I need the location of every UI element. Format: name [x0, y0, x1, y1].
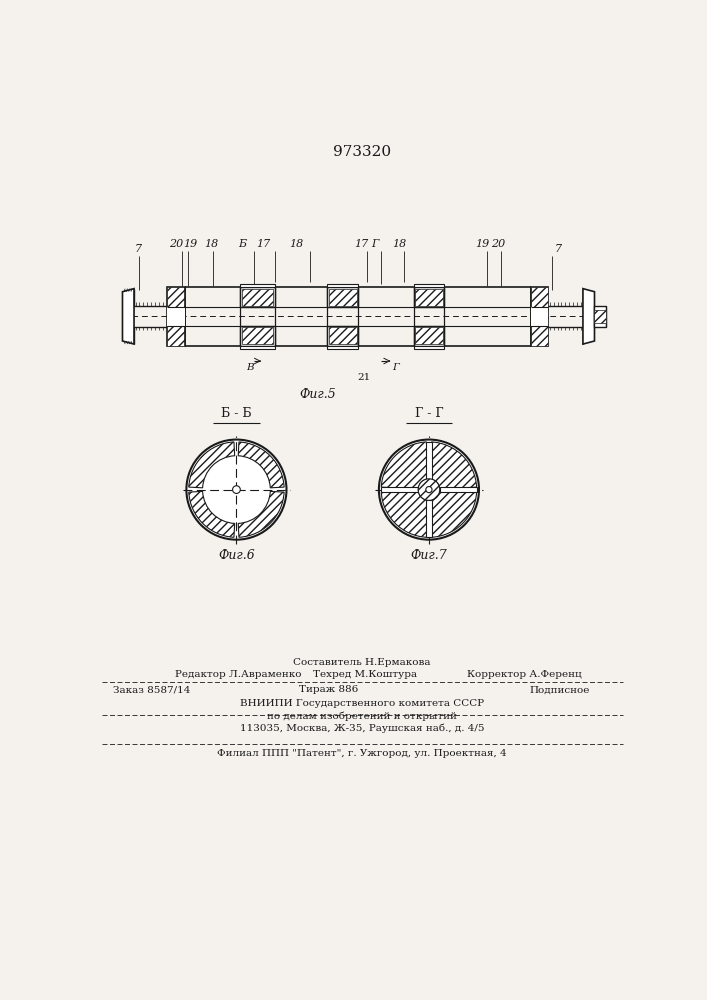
Text: Техред М.Коштура: Техред М.Коштура [313, 670, 418, 679]
Wedge shape [189, 442, 235, 488]
Bar [329, 327, 356, 344]
Wedge shape [430, 490, 477, 537]
Wedge shape [238, 491, 284, 537]
Text: Фиг.6: Фиг.6 [218, 549, 255, 562]
Text: 113035, Москва, Ж-35, Раушская наб., д. 4/5: 113035, Москва, Ж-35, Раушская наб., д. … [240, 723, 484, 733]
Text: 20: 20 [169, 239, 184, 249]
Polygon shape [122, 289, 134, 344]
Bar [414, 326, 444, 346]
Bar [242, 289, 274, 306]
Text: 973320: 973320 [333, 145, 391, 159]
Text: Редактор Л.Авраменко: Редактор Л.Авраменко [175, 670, 301, 679]
Bar [240, 326, 275, 346]
Bar [240, 346, 275, 349]
Text: Г: Г [392, 363, 399, 372]
Bar [329, 289, 356, 306]
Bar [240, 287, 275, 307]
Text: Фиг.7: Фиг.7 [411, 549, 448, 562]
Bar [530, 307, 549, 326]
Text: по делам изобретений и открытий: по делам изобретений и открытий [267, 711, 457, 721]
Text: 17: 17 [354, 239, 368, 249]
Text: ВНИИПИ Государственного комитета СССР: ВНИИПИ Государственного комитета СССР [240, 699, 484, 708]
Bar [167, 287, 185, 346]
Text: Заказ 8587/14: Заказ 8587/14 [113, 685, 191, 694]
Polygon shape [426, 500, 432, 537]
Text: Составитель Н.Ермакова: Составитель Н.Ермакова [293, 658, 431, 667]
Bar [595, 306, 606, 327]
Text: Подписное: Подписное [529, 685, 590, 694]
Circle shape [233, 486, 240, 493]
Polygon shape [440, 487, 477, 492]
Bar [414, 284, 444, 287]
Bar [530, 287, 549, 346]
Text: В: В [246, 363, 253, 372]
Text: 19: 19 [476, 239, 490, 249]
Bar [327, 284, 358, 287]
Bar [530, 287, 549, 346]
Text: 18: 18 [289, 239, 303, 249]
Polygon shape [583, 289, 595, 344]
Text: 7: 7 [555, 244, 562, 254]
Bar [327, 287, 358, 307]
Wedge shape [189, 491, 235, 537]
Text: Г - Г: Г - Г [414, 407, 443, 420]
Text: 18: 18 [392, 239, 407, 249]
Wedge shape [430, 442, 477, 489]
Wedge shape [381, 490, 428, 537]
Text: 17: 17 [256, 239, 271, 249]
Text: Филиал ППП "Патент", г. Ужгород, ул. Проектная, 4: Филиал ППП "Патент", г. Ужгород, ул. Про… [217, 749, 507, 758]
Polygon shape [426, 442, 432, 479]
Circle shape [379, 440, 479, 540]
Wedge shape [238, 442, 284, 488]
Bar [415, 289, 443, 306]
Bar [327, 326, 358, 346]
Text: 7: 7 [135, 244, 142, 254]
Text: 20: 20 [491, 239, 506, 249]
Text: Г: Г [371, 239, 379, 249]
Bar [240, 284, 275, 287]
Wedge shape [381, 442, 428, 489]
Circle shape [418, 479, 440, 500]
Text: Тираж 886: Тираж 886 [299, 685, 358, 694]
Text: Б - Б: Б - Б [221, 407, 252, 420]
Polygon shape [381, 487, 418, 492]
Bar [167, 287, 185, 346]
Text: Фиг.5: Фиг.5 [299, 388, 336, 401]
Bar [242, 327, 274, 344]
Bar [414, 346, 444, 349]
Text: 19: 19 [183, 239, 197, 249]
Circle shape [187, 440, 286, 540]
Text: Корректор А.Ференц: Корректор А.Ференц [467, 670, 582, 679]
Text: Б: Б [238, 239, 246, 249]
Text: 18: 18 [204, 239, 218, 249]
Text: 21: 21 [357, 373, 370, 382]
Bar [327, 346, 358, 349]
Bar [595, 310, 606, 323]
Bar [415, 327, 443, 344]
Bar [414, 287, 444, 307]
Bar [167, 307, 185, 326]
Circle shape [426, 487, 432, 493]
